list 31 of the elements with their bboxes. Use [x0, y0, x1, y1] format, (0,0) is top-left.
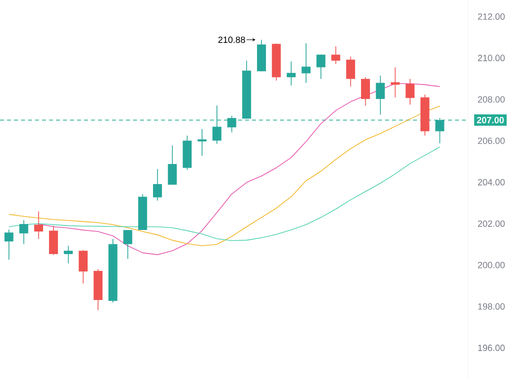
candlestick: [316, 54, 326, 80]
candlestick: [406, 78, 415, 105]
y-tick-label: 210.00: [478, 54, 505, 62]
y-tick-label: 206.00: [478, 138, 505, 144]
ref-line-label: 207.00: [476, 116, 504, 124]
candlestick: [78, 250, 88, 284]
annotation: 210.88: [218, 36, 246, 43]
candlestick: [168, 145, 177, 186]
y-tick-label: 208.00: [478, 96, 505, 103]
candlestick: [346, 56, 356, 87]
y-tick-label: 202.00: [478, 220, 505, 227]
candlestick: [361, 76, 370, 106]
candlestick: [302, 42, 311, 84]
y-tick-label: 196.00: [478, 344, 505, 352]
candlestick: [376, 75, 385, 116]
y-tick-label: 200.00: [478, 262, 505, 268]
y-tick-label: 198.00: [478, 303, 505, 310]
candlestick: [198, 128, 207, 156]
candlestick: [123, 230, 132, 260]
candlestick: [49, 225, 58, 256]
line-series: [8, 106, 440, 246]
y-tick-label: 204.00: [478, 179, 505, 186]
candlestick: [34, 211, 44, 240]
candlestick: [286, 61, 296, 86]
candlestick: [19, 220, 28, 245]
candlestick: [4, 229, 14, 260]
candlestick: [331, 46, 340, 64]
candlestick: [64, 245, 73, 264]
candlestick: [153, 168, 162, 202]
candlestick: [390, 66, 400, 98]
y-tick-label: 212.00: [478, 13, 505, 20]
